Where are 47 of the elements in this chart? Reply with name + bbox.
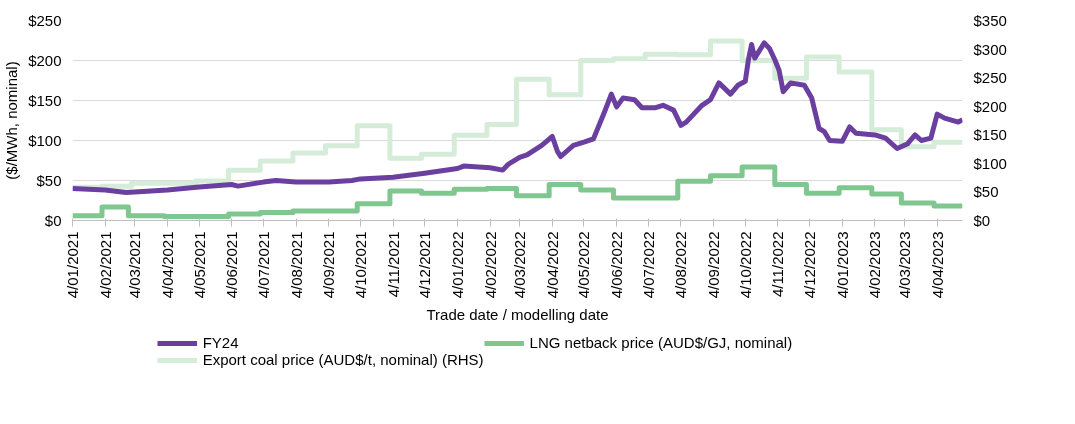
legend-label: FY24 — [202, 334, 239, 351]
x-tick-label: 4/03/2021 — [126, 231, 144, 299]
x-tick-label: 4/03/2022 — [511, 231, 529, 299]
y-tick-label: $100 — [28, 132, 62, 149]
legend-label: Export coal price (AUD$/t, nominal) (RHS) — [202, 351, 484, 368]
x-tick-label: 4/05/2022 — [575, 231, 593, 299]
x-tick-label: 4/04/2022 — [543, 231, 561, 299]
y2-tick-label: $300 — [973, 40, 1007, 58]
x-tick-label: 4/03/2023 — [896, 231, 913, 299]
x-tick-label: 4/10/2021 — [351, 231, 369, 299]
x-tick-label: 4/10/2022 — [736, 231, 754, 299]
x-tick-label: 4/08/2022 — [672, 231, 690, 299]
x-tick-label: 4/05/2021 — [190, 231, 208, 299]
x-tick-label: 4/01/2021 — [64, 231, 81, 299]
y-tick-label: $50 — [36, 172, 62, 189]
x-tick-label: 4/09/2022 — [705, 231, 723, 299]
y2-tick-label: $0 — [973, 212, 991, 229]
y2-tick-label: $150 — [973, 126, 1007, 144]
y-tick-label: $200 — [28, 52, 62, 69]
x-tick-label: 4/04/2023 — [928, 231, 946, 299]
x-axis-title: Trade date / modelling date — [426, 306, 609, 324]
y-tick-label: $150 — [28, 92, 62, 109]
x-tick-label: 4/02/2023 — [866, 231, 884, 299]
y2-tick-label: $350 — [973, 12, 1007, 29]
x-tick-label: 4/02/2021 — [96, 231, 114, 299]
x-tick-label: 4/09/2021 — [320, 231, 338, 299]
x-tick-label: 4/08/2021 — [287, 231, 305, 299]
y2-tick-label: $50 — [973, 183, 999, 201]
x-tick-label: 4/12/2022 — [801, 231, 819, 299]
x-tick-label: 4/07/2021 — [254, 231, 272, 299]
y2-tick-label: $250 — [973, 69, 1007, 87]
x-tick-label: 4/06/2021 — [223, 231, 241, 299]
y-axis-title: ($/MWh, nominal) — [3, 61, 21, 180]
y2-tick-label: $200 — [973, 97, 1007, 115]
x-tick-label: 4/06/2022 — [608, 231, 626, 299]
legend-label: LNG netback price (AUD$/GJ, nominal) — [529, 334, 793, 351]
y-tick-label: $250 — [28, 12, 62, 29]
x-tick-label: 4/01/2022 — [448, 231, 466, 299]
x-tick-label: 4/02/2022 — [481, 231, 499, 299]
x-tick-label: 4/12/2021 — [416, 231, 434, 299]
x-tick-label: 4/07/2022 — [639, 231, 657, 299]
y-tick-label: $0 — [44, 212, 62, 229]
x-tick-label: 4/11/2022 — [769, 231, 787, 298]
y2-tick-label: $100 — [973, 154, 1007, 172]
x-tick-label: 4/01/2023 — [833, 231, 851, 299]
x-tick-label: 4/04/2021 — [158, 231, 176, 299]
x-tick-label: 4/11/2021 — [384, 231, 402, 298]
